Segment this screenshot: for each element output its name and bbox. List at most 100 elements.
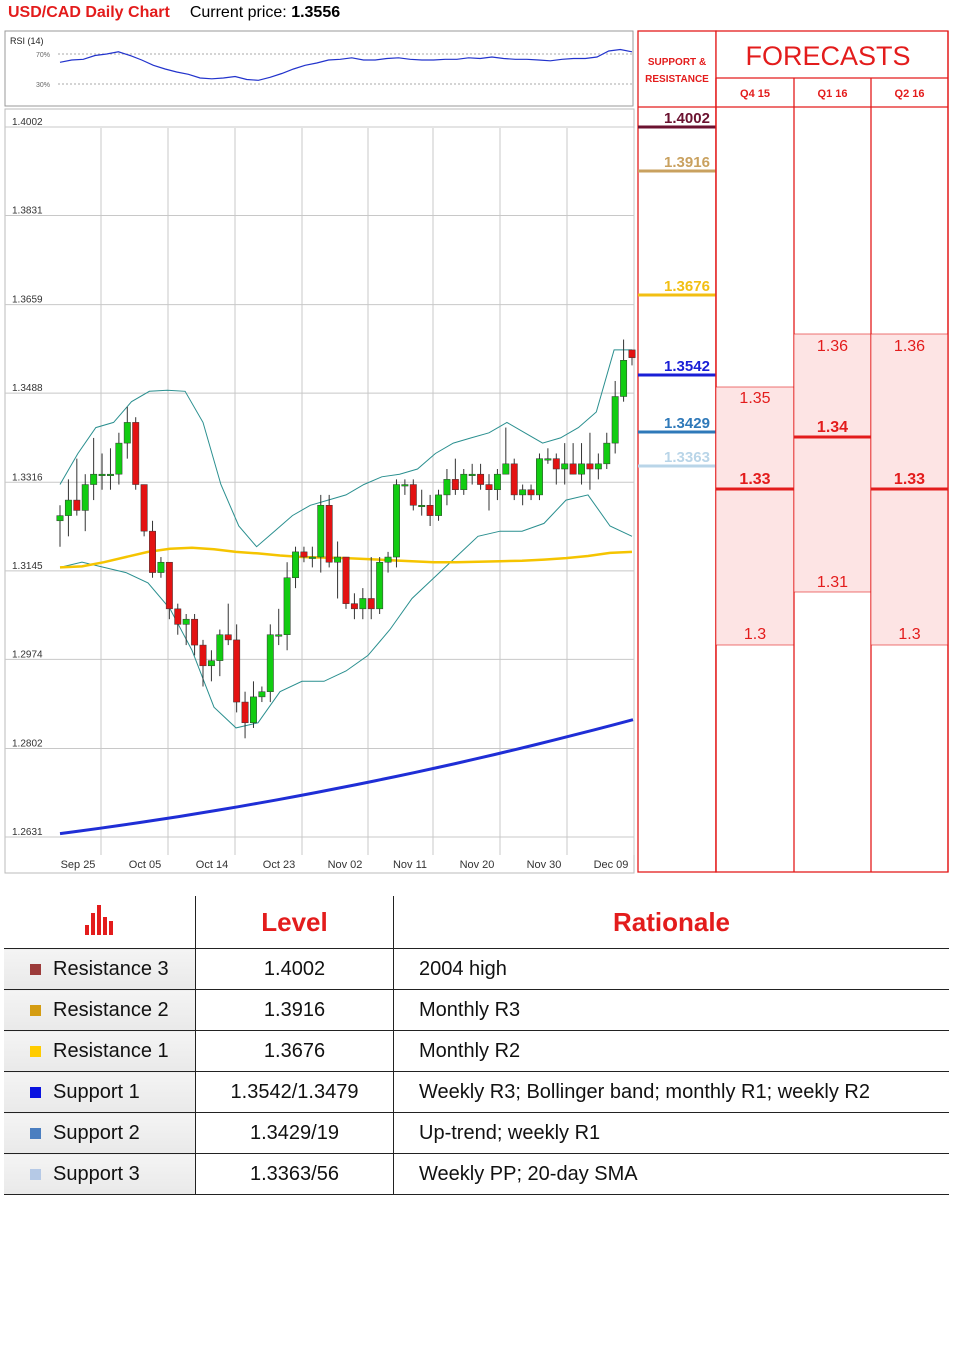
candle-body <box>216 634 224 661</box>
level-value: 1.3429/19 <box>195 1112 394 1154</box>
candle-body <box>628 349 636 358</box>
candle-body <box>477 473 485 485</box>
rsi-70-label: 70% <box>36 52 50 59</box>
level-color-swatch <box>30 1127 41 1139</box>
level-name: Support 1 <box>53 1080 140 1103</box>
candle-body <box>569 463 577 475</box>
forecast-low: 1.31 <box>817 574 848 591</box>
level-color-swatch <box>30 1168 41 1180</box>
price-tick-label: 1.3488 <box>12 383 43 394</box>
rsi-panel <box>4 30 634 107</box>
forecast-high: 1.35 <box>739 390 770 407</box>
candle-body <box>460 473 468 490</box>
levels-table-header: Level Rationale <box>4 896 949 949</box>
level-row: Resistance 2 1.3916 Monthly R3 <box>4 989 949 1031</box>
current-price-value: 1.3556 <box>291 4 341 21</box>
candle-body <box>350 603 358 610</box>
sr-level-value: 1.4002 <box>664 110 710 127</box>
candle-body <box>384 556 392 563</box>
candle-body <box>191 618 199 646</box>
level-row: Support 2 1.3429/19 Up-trend; weekly R1 <box>4 1112 949 1154</box>
forecast-range <box>715 386 795 646</box>
candle-body <box>393 484 400 558</box>
rsi-line <box>59 48 633 81</box>
date-tick-label: Oct 14 <box>196 859 228 871</box>
candle-body <box>174 608 182 625</box>
candle-body <box>266 634 274 692</box>
level-value: 1.3363/56 <box>195 1153 394 1195</box>
date-tick-label: Oct 23 <box>263 859 295 871</box>
candle-body <box>418 505 426 508</box>
candle-body <box>241 701 249 724</box>
forecast-col-label: Q4 15 <box>740 88 770 100</box>
candle-body <box>493 473 501 490</box>
candle-body <box>485 484 493 490</box>
forecasts-title: FORECASTS <box>745 41 910 71</box>
candle-body <box>308 556 316 559</box>
level-row: Support 3 1.3363/56 Weekly PP; 20-day SMA <box>4 1153 949 1195</box>
candle-body <box>283 577 291 635</box>
bollinger-upper <box>59 349 632 548</box>
current-price-label: Current price: <box>189 4 287 21</box>
level-row: Resistance 3 1.4002 2004 high <box>4 948 949 990</box>
candle-body <box>359 598 367 610</box>
sr-level-value: 1.3676 <box>664 278 710 295</box>
level-name-cell: Resistance 1 <box>4 1030 196 1072</box>
level-name: Resistance 1 <box>53 1039 169 1062</box>
candle-body <box>426 505 434 516</box>
candle-body <box>443 479 451 496</box>
candle-body <box>317 505 325 558</box>
sr-title-2: RESISTANCE <box>645 74 709 85</box>
sr-title-1: SUPPORT & <box>648 57 706 68</box>
price-tick-label: 1.2631 <box>12 827 43 838</box>
candle-body <box>468 473 476 476</box>
candle-body <box>586 463 594 470</box>
candle-body <box>224 634 232 641</box>
sr-level-value: 1.3916 <box>664 154 710 171</box>
candle-body <box>199 644 207 667</box>
level-name-cell: Support 1 <box>4 1071 196 1113</box>
forecast-low: 1.3 <box>898 626 920 643</box>
candle-body <box>376 561 384 610</box>
level-name: Resistance 2 <box>53 998 169 1021</box>
candle-body <box>536 458 543 496</box>
sr-level-value: 1.3363 <box>664 449 710 466</box>
level-name-cell: Resistance 3 <box>4 948 196 990</box>
chart-header: USD/CAD Daily Chart Current price: 1.3556 <box>8 4 340 22</box>
candle-body <box>250 696 257 724</box>
forecast-mid: 1.33 <box>739 471 770 488</box>
level-name: Support 3 <box>53 1162 140 1185</box>
rsi-30-label: 30% <box>36 82 50 89</box>
date-tick-label: Nov 20 <box>460 859 495 871</box>
bar-chart-icon <box>4 896 196 949</box>
candle-body <box>233 639 241 703</box>
candle-body <box>207 660 215 667</box>
price-tick-label: 1.3145 <box>12 561 43 572</box>
level-column-header: Level <box>195 896 394 949</box>
level-value: 1.4002 <box>195 948 394 990</box>
candle-body <box>325 505 333 563</box>
level-color-swatch <box>30 1045 41 1057</box>
candle-body <box>115 442 123 475</box>
candle-body <box>435 494 442 516</box>
candle-body <box>510 463 518 496</box>
candle-body <box>182 618 190 625</box>
level-color-swatch <box>30 1086 41 1098</box>
candle-body <box>81 484 89 511</box>
level-color-swatch <box>30 1004 41 1016</box>
sr-level-value: 1.3429 <box>664 415 710 432</box>
price-tick-label: 1.3831 <box>12 206 43 217</box>
usdcad-chart: RSI (14) 70% 30% 1.4002 1.3831 1.3659 1.3488 1.… <box>4 30 949 874</box>
candle-body <box>594 463 602 470</box>
price-tick-label: 1.2802 <box>12 738 43 749</box>
level-name-cell: Support 2 <box>4 1112 196 1154</box>
candle-body <box>544 458 552 461</box>
candle-body <box>367 598 375 610</box>
level-value: 1.3542/1.3479 <box>195 1071 394 1113</box>
sr-level-value: 1.3542 <box>664 358 710 375</box>
date-tick-label: Nov 30 <box>527 859 562 871</box>
level-rationale: Monthly R2 <box>393 1030 949 1072</box>
candle-body <box>90 473 98 485</box>
level-rationale: 2004 high <box>393 948 949 990</box>
candle-body <box>401 484 409 487</box>
